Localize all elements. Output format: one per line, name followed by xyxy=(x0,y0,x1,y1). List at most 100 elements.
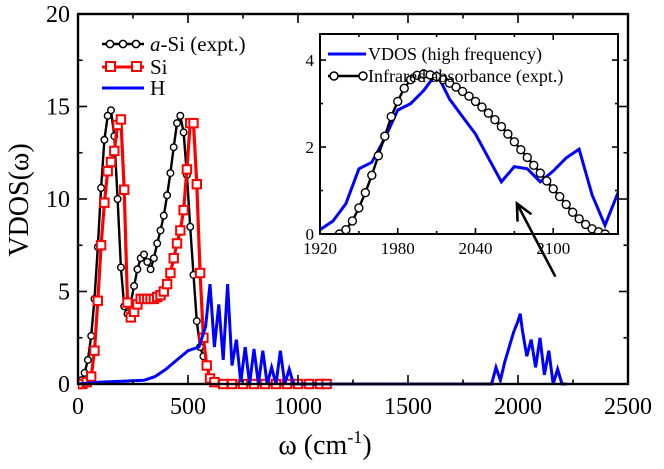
data-point xyxy=(102,166,113,177)
data-point xyxy=(86,371,97,382)
x-tick-label: 2500 xyxy=(604,394,652,420)
y-tick-label: 0 xyxy=(306,225,315,244)
data-point xyxy=(373,151,384,161)
inset-legend: VDOS (high frequency) Infrared absorbanc… xyxy=(328,44,563,87)
data-point xyxy=(181,164,193,175)
legend-item-vdos-high-frequency: VDOS (high frequency) xyxy=(328,44,542,65)
data-point xyxy=(496,121,507,132)
data-point xyxy=(139,250,148,259)
x-axis-label-superscript: -1 xyxy=(347,427,362,447)
data-point xyxy=(159,211,168,220)
arrow-annotation xyxy=(515,200,557,278)
legend-marker-circle xyxy=(329,71,339,81)
data-point xyxy=(457,86,468,97)
legend-label-rest: -Si (expt.) xyxy=(161,32,246,56)
legend-label-a-si-expt: a-Si (expt.) xyxy=(150,32,246,56)
data-point xyxy=(175,225,186,236)
data-point xyxy=(393,96,403,107)
data-point xyxy=(89,345,100,356)
data-point xyxy=(360,187,371,198)
y-axis-label: VDOS(ω) xyxy=(4,143,35,256)
legend-marker-square xyxy=(131,61,142,72)
data-point xyxy=(106,106,115,115)
legend-label-italic: a xyxy=(150,32,161,56)
main-legend: a-Si (expt.) Si H xyxy=(102,32,246,100)
data-point xyxy=(176,111,185,120)
x-tick-label: 1000 xyxy=(274,394,322,420)
inset-plot-frame xyxy=(319,33,619,235)
data-point xyxy=(509,137,520,147)
data-point xyxy=(163,191,172,200)
data-point xyxy=(386,111,396,122)
data-point xyxy=(516,144,526,155)
data-point xyxy=(105,156,117,168)
data-point xyxy=(92,295,103,306)
data-point xyxy=(113,194,122,203)
data-point xyxy=(503,129,513,139)
legend-marker-square xyxy=(105,61,116,72)
data-point xyxy=(83,355,92,364)
data-point xyxy=(153,239,162,248)
legend-label-si: Si xyxy=(150,55,168,79)
data-point xyxy=(399,83,409,94)
data-point xyxy=(97,183,106,192)
data-point xyxy=(470,96,481,107)
arrow-shaft xyxy=(515,202,557,278)
inset-background xyxy=(320,34,618,234)
legend-marker-circle xyxy=(358,71,368,81)
x-axis-label-close: ) xyxy=(362,430,371,461)
data-point xyxy=(477,102,487,112)
y-tick-label: 5 xyxy=(58,280,70,306)
data-point xyxy=(156,226,165,235)
data-point xyxy=(522,152,533,163)
data-point xyxy=(133,265,142,274)
data-point xyxy=(109,145,120,157)
data-point xyxy=(367,170,377,181)
legend-marker-circle xyxy=(118,39,128,49)
data-point xyxy=(171,238,183,249)
y-tick-label: 15 xyxy=(46,95,70,121)
x-axis-label-main: ω (cm xyxy=(278,430,347,461)
data-point xyxy=(143,257,152,266)
x-tick-label: 2040 xyxy=(458,239,492,258)
x-tick-label: 2100 xyxy=(536,239,570,258)
inset-series-layer xyxy=(320,69,618,234)
data-point xyxy=(347,216,358,226)
data-point xyxy=(178,204,189,216)
y-tick-label: 2 xyxy=(306,138,315,157)
data-point xyxy=(186,222,195,231)
y-tick-label: 10 xyxy=(46,187,70,213)
legend-item-a-si-expt: a-Si (expt.) xyxy=(102,32,246,56)
data-point xyxy=(165,267,176,279)
series-line xyxy=(320,70,618,231)
data-point xyxy=(95,240,107,251)
data-point xyxy=(146,265,155,274)
data-point xyxy=(464,91,474,101)
data-point xyxy=(99,197,110,208)
legend-item-si: Si xyxy=(102,55,168,79)
data-point xyxy=(574,214,584,224)
data-point xyxy=(168,253,179,264)
data-point xyxy=(188,117,199,129)
series-infrared-absorbance-expt xyxy=(334,69,610,234)
data-point xyxy=(161,278,173,290)
inset-x-axis: 1920 1980 2040 2100 xyxy=(303,34,570,258)
y-tick-label: 4 xyxy=(306,51,315,70)
data-point xyxy=(354,203,364,213)
data-point xyxy=(192,317,201,326)
series-vdos-high-frequency xyxy=(320,70,618,231)
data-point xyxy=(380,131,390,141)
x-tick-label: 1980 xyxy=(381,239,415,258)
data-point xyxy=(149,254,158,263)
data-point xyxy=(341,224,351,234)
x-axis-label: ω (cm-1) xyxy=(278,427,371,461)
inset-y-axis: 0 2 4 xyxy=(306,51,618,244)
data-point xyxy=(100,135,109,144)
inset-plot: 1920 1980 2040 2100 0 2 4 VDOS (high frequenc… xyxy=(303,33,619,258)
data-point xyxy=(87,331,96,340)
data-point xyxy=(130,281,139,290)
data-point xyxy=(548,184,558,194)
data-point xyxy=(561,199,571,210)
